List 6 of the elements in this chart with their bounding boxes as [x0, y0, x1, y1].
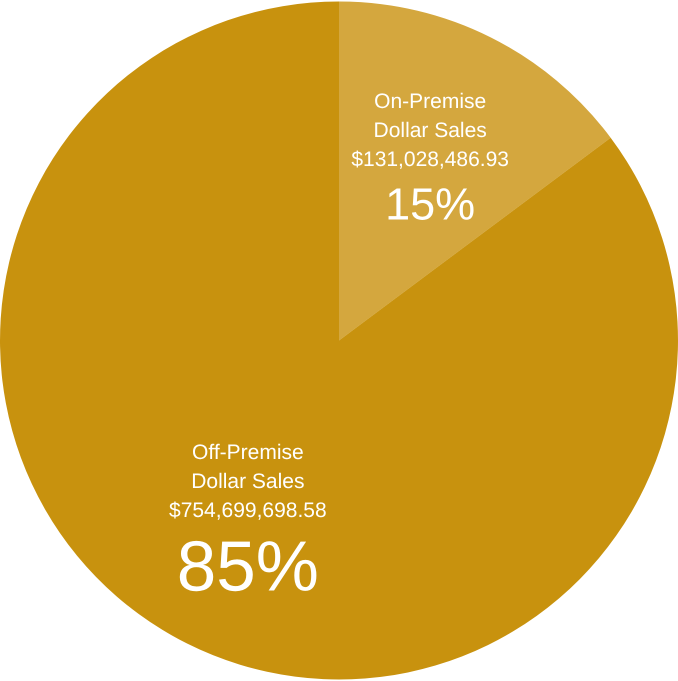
data-label: $131,028,486.93	[351, 148, 509, 171]
slice-label: Off-Premise Dollar Sales	[191, 440, 304, 493]
text: 15%	[385, 178, 476, 230]
text: 85%	[176, 527, 319, 606]
data-label: $754,699,698.58	[169, 498, 327, 522]
slice-label: On-Premise Dollar Sales	[374, 90, 487, 142]
